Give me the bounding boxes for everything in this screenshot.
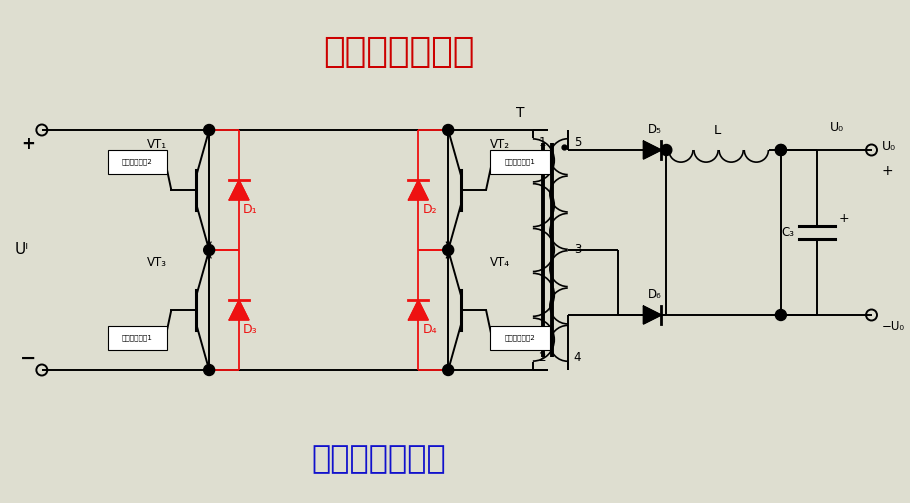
Text: T: T xyxy=(516,106,524,120)
Text: VT₂: VT₂ xyxy=(490,138,510,151)
Text: C₃: C₃ xyxy=(782,226,794,239)
Text: 2: 2 xyxy=(539,351,546,364)
Text: VT₁: VT₁ xyxy=(147,138,167,151)
Text: +: + xyxy=(839,212,849,225)
Text: 二极管作用分析: 二极管作用分析 xyxy=(311,445,446,475)
Circle shape xyxy=(204,365,215,376)
Polygon shape xyxy=(409,180,429,200)
Text: +: + xyxy=(882,164,893,178)
Text: 脉冲宽度调制2: 脉冲宽度调制2 xyxy=(504,334,535,342)
FancyBboxPatch shape xyxy=(490,150,550,174)
Polygon shape xyxy=(643,306,662,324)
Text: VT₃: VT₃ xyxy=(147,256,167,269)
Polygon shape xyxy=(229,180,249,200)
Circle shape xyxy=(443,244,454,256)
Text: 脉冲宽度调制2: 脉冲宽度调制2 xyxy=(122,158,153,165)
Circle shape xyxy=(443,365,454,376)
Circle shape xyxy=(775,144,786,155)
Circle shape xyxy=(443,125,454,135)
Text: VT₄: VT₄ xyxy=(490,256,510,269)
Polygon shape xyxy=(409,300,429,320)
FancyBboxPatch shape xyxy=(490,326,550,350)
Circle shape xyxy=(204,125,215,135)
Text: −: − xyxy=(20,349,36,368)
Text: 脉冲宽度调制1: 脉冲宽度调制1 xyxy=(122,334,153,342)
Text: D₃: D₃ xyxy=(243,323,258,336)
Polygon shape xyxy=(643,141,662,159)
Text: D₂: D₂ xyxy=(422,203,437,216)
Circle shape xyxy=(775,309,786,320)
Text: U₀: U₀ xyxy=(830,121,844,134)
Text: +: + xyxy=(21,135,35,153)
Text: D₄: D₄ xyxy=(422,323,437,336)
Text: D₅: D₅ xyxy=(647,123,662,136)
Text: 1: 1 xyxy=(539,136,546,149)
Text: D₁: D₁ xyxy=(243,203,258,216)
Text: 4: 4 xyxy=(573,351,581,364)
Text: 5: 5 xyxy=(573,136,581,149)
Text: −U₀: −U₀ xyxy=(882,320,905,333)
Text: L: L xyxy=(714,124,722,137)
Circle shape xyxy=(775,144,786,155)
Text: D₆: D₆ xyxy=(648,288,662,301)
Circle shape xyxy=(204,244,215,256)
Text: 全桥逆变主回路: 全桥逆变主回路 xyxy=(323,35,474,69)
Text: Uᴵ: Uᴵ xyxy=(15,242,29,258)
FancyBboxPatch shape xyxy=(107,150,167,174)
Polygon shape xyxy=(229,300,249,320)
Text: U₀: U₀ xyxy=(882,140,895,153)
Circle shape xyxy=(661,144,672,155)
Text: 3: 3 xyxy=(573,243,581,257)
FancyBboxPatch shape xyxy=(107,326,167,350)
Text: 脉冲宽度调制1: 脉冲宽度调制1 xyxy=(504,158,535,165)
